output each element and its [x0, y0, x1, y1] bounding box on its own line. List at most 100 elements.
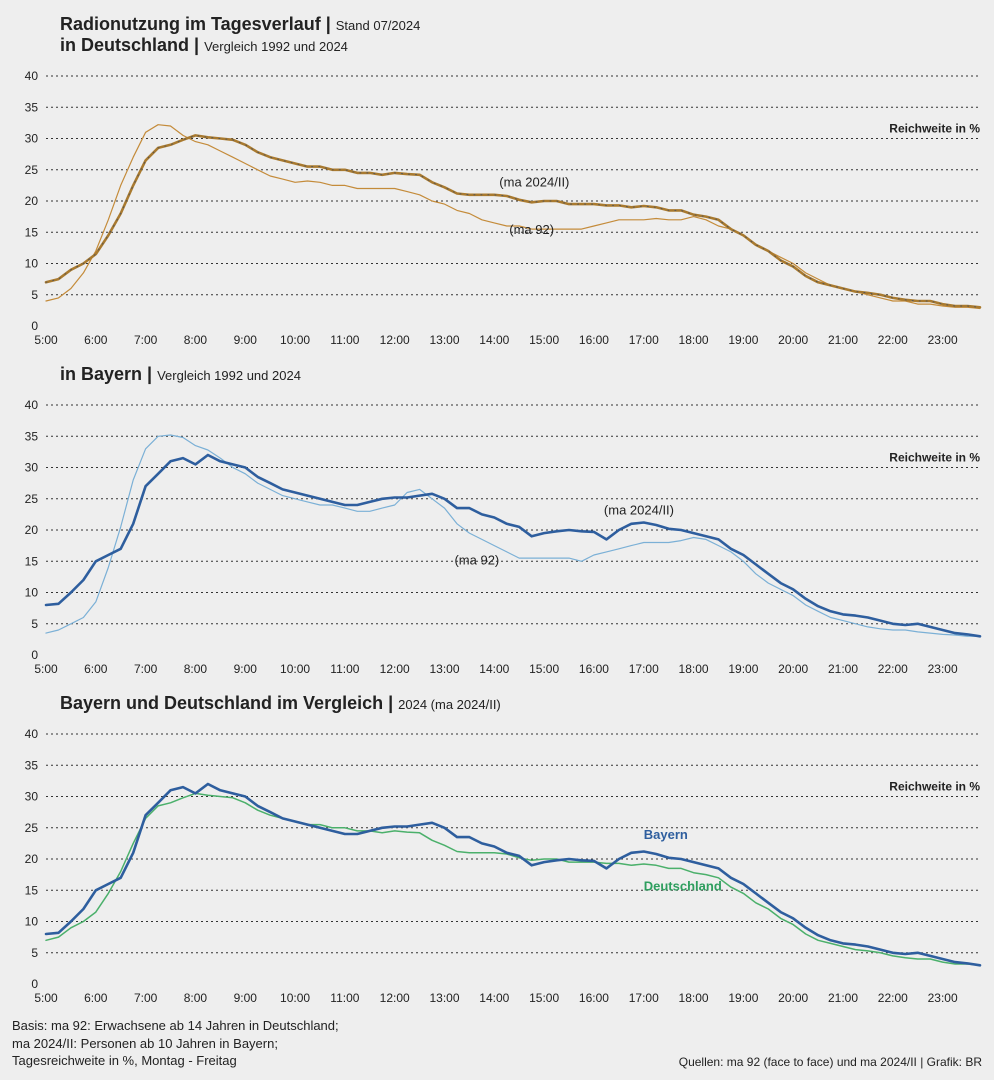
- x-tick-label: 17:00: [629, 662, 659, 676]
- x-tick-label: 12:00: [380, 662, 410, 676]
- x-tick-label: 7:00: [134, 333, 158, 347]
- y-tick-label: 10: [25, 915, 39, 929]
- x-tick-label: 11:00: [330, 662, 359, 676]
- chart-subtitle: 2024 (ma 2024/II): [398, 697, 501, 712]
- chart-title-sep: |: [189, 35, 204, 55]
- series-line-ma92: [46, 125, 980, 309]
- y-tick-label: 10: [25, 257, 39, 271]
- x-tick-label: 18:00: [679, 991, 709, 1005]
- charts-container: in Deutschland | Vergleich 1992 und 2024…: [10, 35, 984, 1014]
- x-tick-label: 18:00: [679, 333, 709, 347]
- y-tick-label: 40: [25, 69, 39, 83]
- x-tick-label: 15:00: [529, 333, 559, 347]
- y-tick-label: 30: [25, 132, 39, 146]
- x-tick-label: 22:00: [878, 991, 908, 1005]
- y-tick-label: 40: [25, 398, 39, 412]
- y-tick-label: 30: [25, 461, 39, 475]
- x-tick-label: 23:00: [928, 662, 958, 676]
- x-tick-label: 15:00: [529, 991, 559, 1005]
- x-tick-label: 21:00: [828, 991, 858, 1005]
- x-tick-label: 19:00: [728, 333, 758, 347]
- chart-svg: 05101520253035405:006:007:008:009:0010:0…: [10, 714, 990, 1014]
- chart-deutschland: in Deutschland | Vergleich 1992 und 2024…: [10, 35, 984, 356]
- series-label-bayern: Bayern: [644, 827, 688, 842]
- x-tick-label: 19:00: [728, 662, 758, 676]
- x-tick-label: 5:00: [34, 333, 58, 347]
- x-tick-label: 23:00: [928, 991, 958, 1005]
- x-tick-label: 14:00: [479, 333, 509, 347]
- x-tick-label: 11:00: [330, 991, 359, 1005]
- chart-title-text: in Deutschland: [60, 35, 189, 55]
- y-tick-label: 5: [31, 946, 38, 960]
- x-tick-label: 6:00: [84, 662, 108, 676]
- x-tick-label: 6:00: [84, 333, 108, 347]
- series-label-ma92: (ma 92): [454, 552, 499, 567]
- series-label-ma2024: (ma 2024/II): [499, 175, 569, 190]
- y-tick-label: 40: [25, 727, 39, 741]
- chart-title: in Bayern | Vergleich 1992 und 2024: [60, 364, 984, 385]
- x-tick-label: 13:00: [429, 991, 459, 1005]
- chart-subtitle: Vergleich 1992 und 2024: [204, 39, 348, 54]
- x-tick-label: 14:00: [479, 662, 509, 676]
- y-tick-label: 25: [25, 492, 39, 506]
- y-axis-label: Reichweite in %: [889, 451, 980, 465]
- x-tick-label: 9:00: [234, 991, 258, 1005]
- chart-bayern: in Bayern | Vergleich 1992 und 2024 0 5 10 1…: [10, 364, 984, 685]
- x-tick-label: 20:00: [778, 991, 808, 1005]
- x-tick-label: 8:00: [184, 991, 208, 1005]
- x-tick-label: 22:00: [878, 662, 908, 676]
- series-line-ma2024: [46, 455, 980, 636]
- y-axis-label: Reichweite in %: [889, 122, 980, 136]
- y-tick-label: 5: [31, 617, 38, 631]
- x-tick-label: 13:00: [429, 662, 459, 676]
- y-tick-label: 25: [25, 163, 39, 177]
- x-tick-label: 17:00: [629, 333, 659, 347]
- footer-line2: ma 2024/II: Personen ab 10 Jahren in Bay…: [12, 1035, 982, 1053]
- chart-title-sep: |: [383, 693, 398, 713]
- x-tick-label: 20:00: [778, 662, 808, 676]
- main-title: Radionutzung im Tagesverlauf | Stand 07/…: [60, 14, 984, 35]
- y-tick-label: 25: [25, 821, 39, 835]
- main-title-sep: |: [321, 14, 336, 34]
- x-tick-label: 22:00: [878, 333, 908, 347]
- chart-svg: 05101520253035405:006:007:008:009:0010:0…: [10, 56, 990, 356]
- x-tick-label: 5:00: [34, 662, 58, 676]
- x-tick-label: 10:00: [280, 333, 310, 347]
- y-tick-label: 35: [25, 429, 39, 443]
- x-tick-label: 12:00: [380, 991, 410, 1005]
- y-tick-label: 10: [25, 586, 39, 600]
- main-title-text: Radionutzung im Tagesverlauf: [60, 14, 321, 34]
- chart-subtitle: Vergleich 1992 und 2024: [157, 368, 301, 383]
- series-label-ma2024: (ma 2024/II): [604, 502, 674, 517]
- y-tick-label: 20: [25, 852, 39, 866]
- x-tick-label: 21:00: [828, 333, 858, 347]
- x-tick-label: 13:00: [429, 333, 459, 347]
- x-tick-label: 17:00: [629, 991, 659, 1005]
- x-tick-label: 23:00: [928, 333, 958, 347]
- series-line-bayern: [46, 784, 980, 965]
- x-tick-label: 14:00: [479, 991, 509, 1005]
- y-tick-label: 0: [31, 977, 38, 991]
- x-tick-label: 18:00: [679, 662, 709, 676]
- series-label-ma92: (ma 92): [509, 222, 554, 237]
- y-tick-label: 15: [25, 554, 39, 568]
- chart-title: Bayern und Deutschland im Vergleich | 20…: [60, 693, 984, 714]
- y-tick-label: 15: [25, 225, 39, 239]
- x-tick-label: 20:00: [778, 333, 808, 347]
- x-tick-label: 19:00: [728, 991, 758, 1005]
- x-tick-label: 9:00: [234, 662, 258, 676]
- x-tick-label: 10:00: [280, 991, 310, 1005]
- y-axis-label: Reichweite in %: [889, 780, 980, 794]
- footer-line1: Basis: ma 92: Erwachsene ab 14 Jahren in…: [12, 1017, 982, 1035]
- main-subtitle: Stand 07/2024: [336, 18, 421, 33]
- chart-title-text: Bayern und Deutschland im Vergleich: [60, 693, 383, 713]
- y-tick-label: 0: [31, 648, 38, 662]
- x-tick-label: 10:00: [280, 662, 310, 676]
- chart-title-sep: |: [142, 364, 157, 384]
- y-tick-label: 0: [31, 319, 38, 333]
- x-tick-label: 16:00: [579, 333, 609, 347]
- chart-svg: 05101520253035405:006:007:008:009:0010:0…: [10, 385, 990, 685]
- series-label-deutschland: Deutschland: [644, 878, 722, 893]
- y-tick-label: 30: [25, 790, 39, 804]
- page: Radionutzung im Tagesverlauf | Stand 07/…: [0, 0, 994, 1080]
